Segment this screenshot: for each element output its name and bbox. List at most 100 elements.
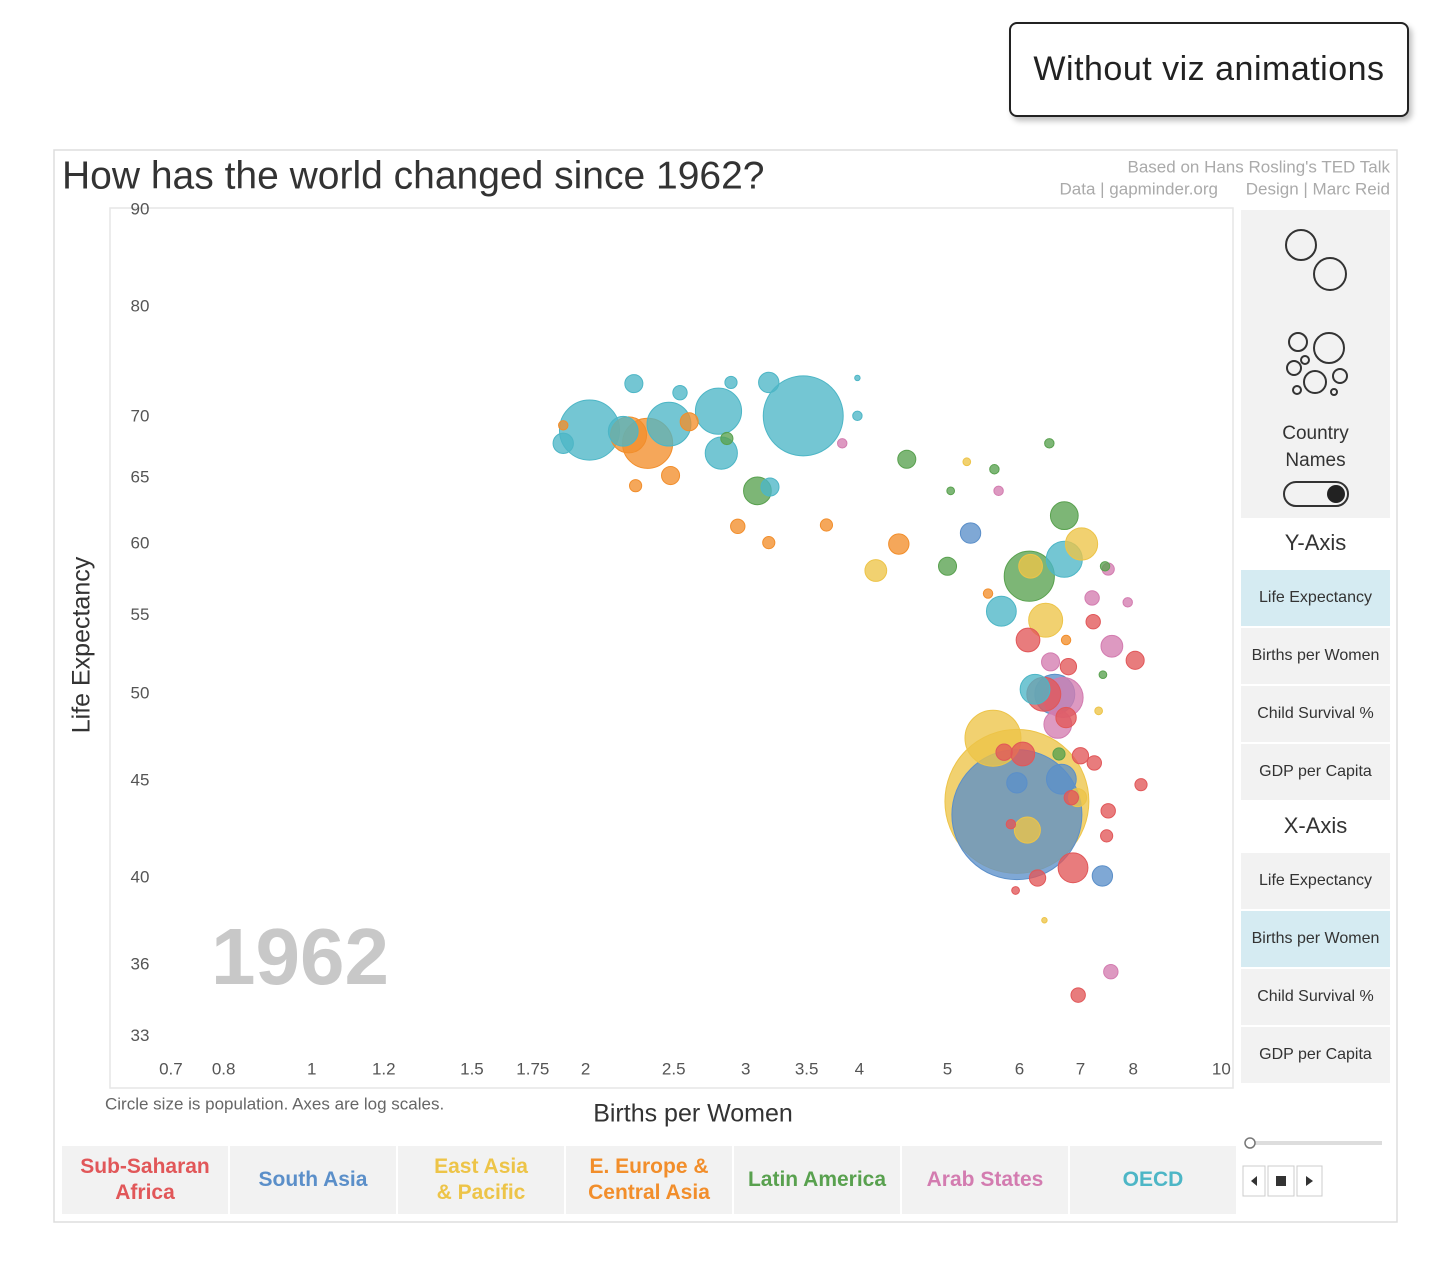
bubble[interactable]: [982, 588, 994, 599]
bubble[interactable]: [1052, 747, 1066, 761]
bubble[interactable]: [762, 375, 844, 457]
bubble[interactable]: [1071, 747, 1090, 765]
bubble[interactable]: [985, 595, 1017, 627]
toggle-knob: [1327, 485, 1345, 503]
bubble[interactable]: [959, 522, 982, 544]
bubble[interactable]: [1122, 597, 1133, 608]
legend-item[interactable]: South Asia: [230, 1146, 396, 1214]
bubble[interactable]: [1125, 650, 1145, 670]
bubble[interactable]: [1100, 803, 1116, 819]
bubble[interactable]: [1015, 627, 1041, 653]
bubble[interactable]: [1057, 852, 1089, 884]
bubble[interactable]: [864, 559, 888, 582]
bubble[interactable]: [607, 415, 639, 447]
bubble[interactable]: [1098, 670, 1108, 680]
axis-option[interactable]: GDP per Capita: [1241, 1027, 1390, 1083]
bubble[interactable]: [758, 371, 780, 394]
bubble[interactable]: [1060, 634, 1072, 646]
bubble[interactable]: [1099, 561, 1111, 572]
legend-item[interactable]: Latin America: [734, 1146, 900, 1214]
country-names-toggle[interactable]: [1283, 481, 1349, 507]
icon-circle: [1313, 332, 1345, 364]
bubble[interactable]: [1013, 816, 1041, 844]
axis-option[interactable]: Life Expectancy: [1241, 570, 1390, 626]
bubble[interactable]: [1019, 673, 1051, 705]
bubble[interactable]: [1045, 763, 1077, 795]
y-tick-label: 90: [131, 199, 150, 218]
bubble[interactable]: [995, 743, 1013, 761]
bubble[interactable]: [558, 420, 569, 431]
bubble[interactable]: [993, 485, 1004, 497]
year-watermark: 1962: [211, 912, 389, 1001]
bubble[interactable]: [1064, 527, 1099, 561]
bubble[interactable]: [938, 556, 958, 576]
bubble[interactable]: [624, 374, 644, 394]
bubble[interactable]: [1084, 590, 1100, 606]
bubble[interactable]: [1055, 706, 1077, 729]
bubble[interactable]: [762, 536, 776, 550]
bubble[interactable]: [760, 477, 780, 497]
legend-item[interactable]: Arab States: [902, 1146, 1068, 1214]
bubble[interactable]: [852, 410, 863, 422]
bubble[interactable]: [1018, 553, 1043, 579]
axis-option[interactable]: Births per Women: [1241, 911, 1390, 967]
bubble[interactable]: [661, 466, 681, 486]
bubble[interactable]: [1011, 886, 1020, 895]
stop-icon: [1276, 1176, 1286, 1186]
x-tick-label: 1.2: [372, 1059, 396, 1078]
bubble[interactable]: [1085, 614, 1101, 630]
bubble[interactable]: [989, 464, 1000, 475]
bubble[interactable]: [679, 412, 699, 432]
bubble[interactable]: [1006, 772, 1028, 794]
bubble[interactable]: [854, 374, 861, 382]
bubble[interactable]: [1044, 438, 1055, 449]
bubble[interactable]: [1091, 865, 1114, 887]
bubble[interactable]: [720, 431, 734, 446]
legend-item[interactable]: Sub-Saharan Africa: [62, 1146, 228, 1214]
bubble[interactable]: [1010, 741, 1036, 767]
bubble[interactable]: [1059, 658, 1078, 676]
bubble[interactable]: [819, 518, 834, 532]
y-tick-label: 36: [131, 954, 150, 973]
axis-option[interactable]: Life Expectancy: [1241, 853, 1390, 909]
bubble[interactable]: [837, 438, 848, 449]
slider-thumb[interactable]: [1244, 1137, 1256, 1149]
axis-option[interactable]: Births per Women: [1241, 628, 1390, 684]
bubble[interactable]: [552, 432, 574, 455]
axis-option[interactable]: Child Survival %: [1241, 686, 1390, 742]
bubble[interactable]: [897, 449, 917, 469]
bubble[interactable]: [1005, 819, 1017, 830]
bubble[interactable]: [1041, 917, 1048, 924]
bubble[interactable]: [1063, 789, 1079, 806]
legend-label: East Asia & Pacific: [434, 1155, 528, 1204]
bubble[interactable]: [1134, 778, 1148, 792]
bubble[interactable]: [1103, 964, 1119, 980]
legend-item[interactable]: OECD: [1070, 1146, 1236, 1214]
bubble[interactable]: [694, 387, 743, 435]
play-controls: [1242, 1137, 1382, 1197]
bubble[interactable]: [962, 457, 972, 467]
bubble[interactable]: [1100, 634, 1124, 658]
icon-circle: [1286, 360, 1302, 376]
bubble[interactable]: [946, 486, 956, 496]
bubble[interactable]: [1028, 869, 1047, 887]
animation-toggle-button[interactable]: Without viz animations: [1009, 22, 1409, 117]
bubble[interactable]: [1070, 987, 1086, 1003]
legend-item[interactable]: East Asia & Pacific: [398, 1146, 564, 1214]
bubble[interactable]: [730, 518, 746, 535]
bubble[interactable]: [1100, 829, 1114, 843]
bubble[interactable]: [1049, 501, 1079, 531]
bubble[interactable]: [1086, 755, 1102, 771]
bubble[interactable]: [1028, 602, 1064, 638]
axis-option[interactable]: GDP per Capita: [1241, 744, 1390, 800]
legend-item[interactable]: E. Europe & Central Asia: [566, 1146, 732, 1214]
bubble[interactable]: [1094, 706, 1103, 716]
legend-label: OECD: [1122, 1168, 1184, 1191]
axis-option[interactable]: Child Survival %: [1241, 969, 1390, 1025]
bubble[interactable]: [888, 533, 910, 555]
bubble[interactable]: [629, 479, 643, 493]
bubble[interactable]: [1041, 652, 1061, 672]
bubble[interactable]: [724, 375, 738, 390]
x-tick-label: 6: [1015, 1059, 1024, 1078]
bubble[interactable]: [672, 384, 688, 401]
